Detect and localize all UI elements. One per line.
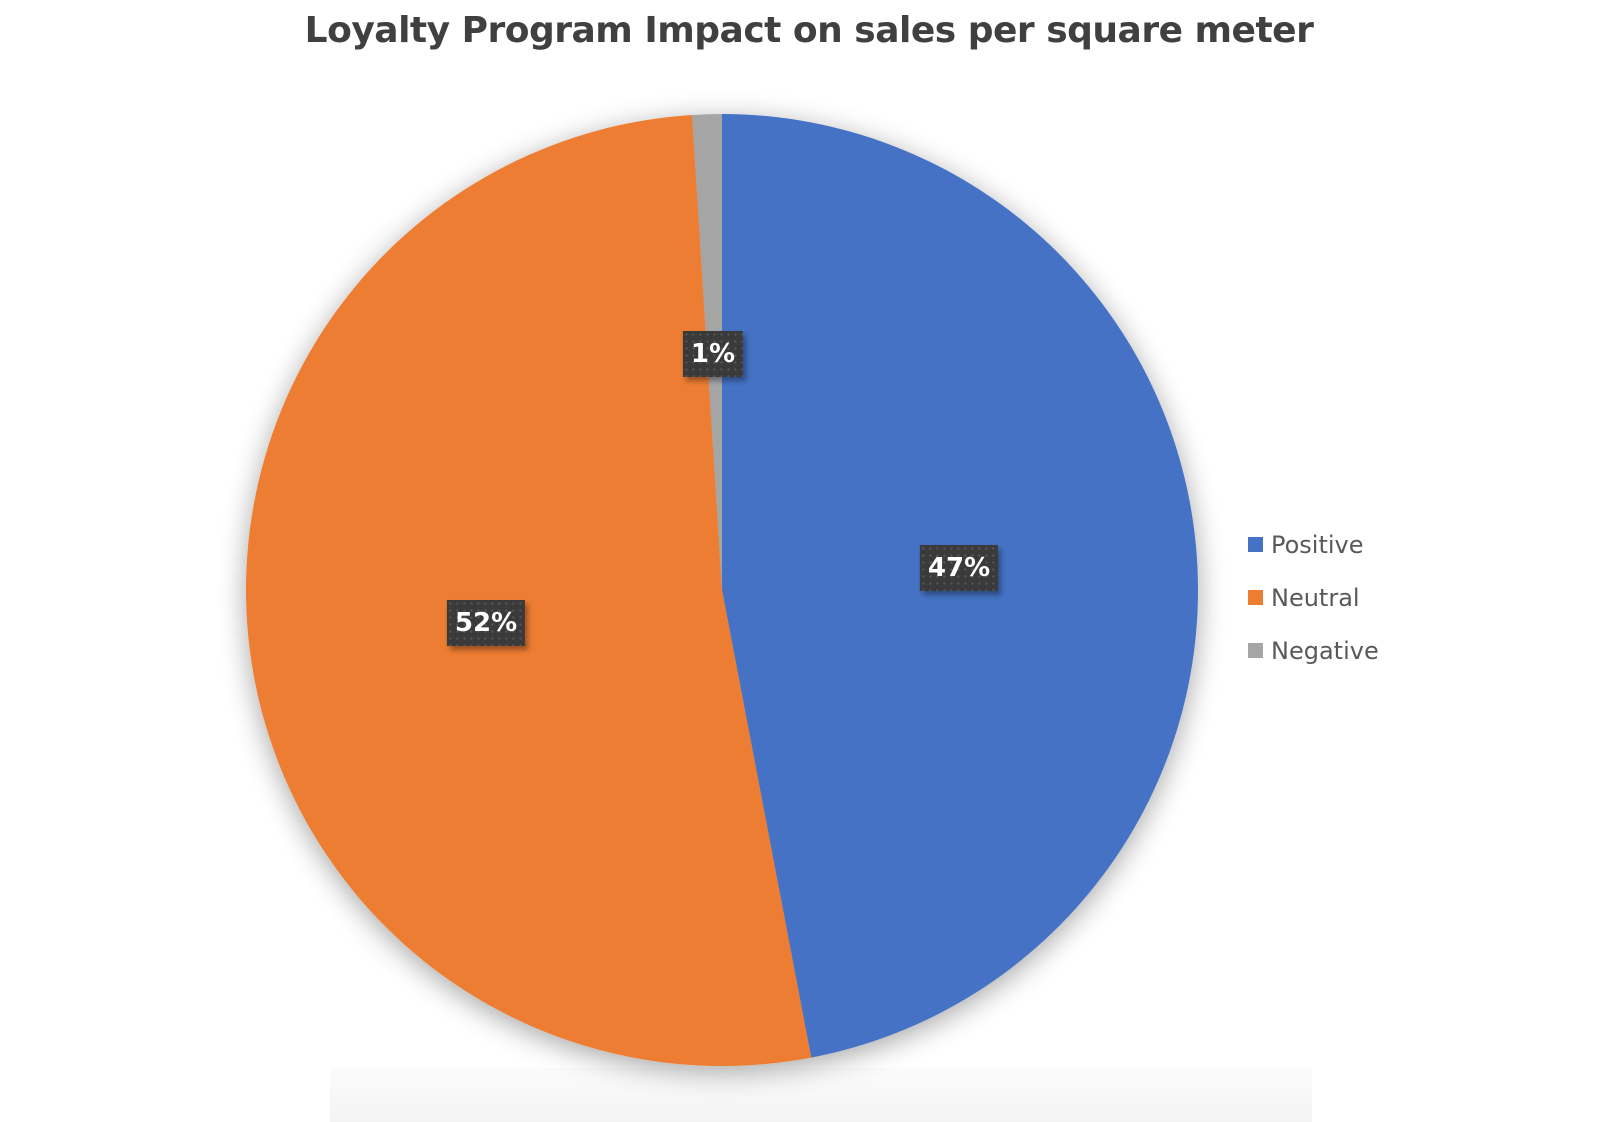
legend-label-clip: Negative xyxy=(1271,637,1391,665)
legend-item-negative[interactable]: Negative xyxy=(1248,624,1391,677)
data-label-negative: 1% xyxy=(682,331,744,377)
data-label-neutral: 52% xyxy=(446,600,526,646)
chart-title: Loyalty Program Impact on sales per squa… xyxy=(304,10,1314,51)
data-label-positive: 47% xyxy=(919,545,999,591)
pie-slice-neutral[interactable] xyxy=(246,114,812,1067)
legend-label: Negative xyxy=(1271,636,1379,665)
legend-swatch-negative xyxy=(1248,643,1263,658)
legend-label: Positive xyxy=(1271,530,1364,559)
legend-item-neutral[interactable]: Neutral xyxy=(1248,571,1391,624)
legend-swatch-neutral xyxy=(1248,590,1263,605)
pie-slices xyxy=(246,114,1199,1067)
legend: Positive Neutral Negative xyxy=(1248,518,1391,677)
chart-shadow-floor xyxy=(330,1068,1312,1122)
legend-item-positive[interactable]: Positive xyxy=(1248,518,1391,571)
legend-swatch-positive xyxy=(1248,537,1263,552)
legend-label: Neutral xyxy=(1271,583,1360,612)
